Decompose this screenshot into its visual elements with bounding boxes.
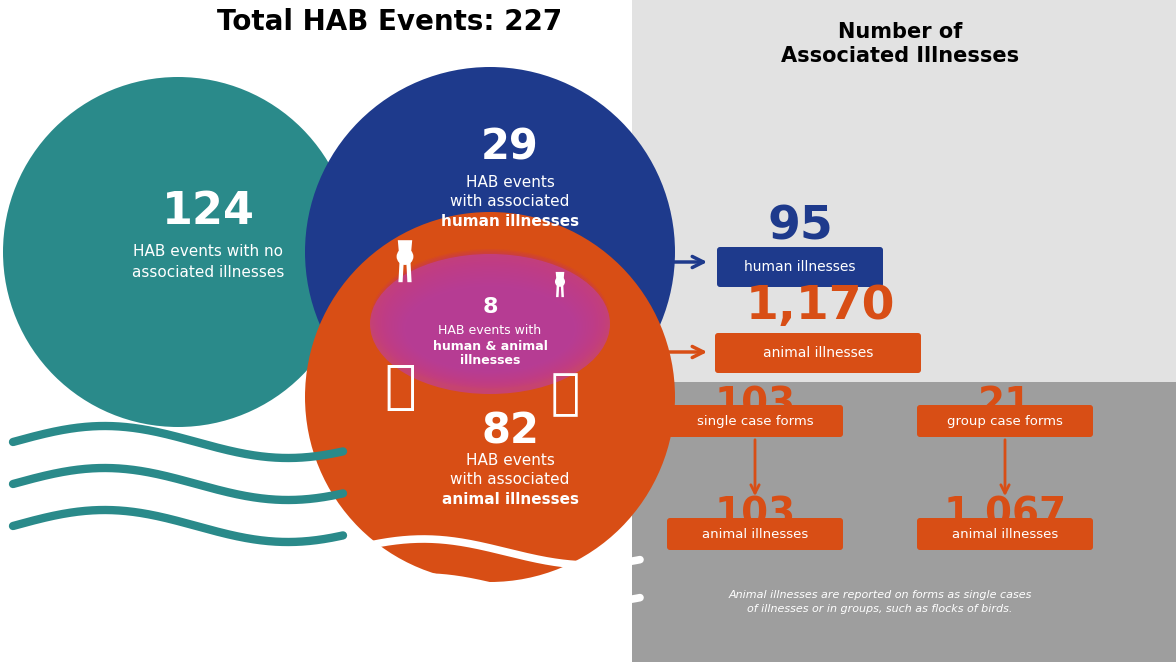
Text: Total HAB Events: 227: Total HAB Events: 227	[218, 8, 562, 36]
Circle shape	[396, 248, 414, 265]
Text: 🐟: 🐟	[550, 370, 580, 418]
Text: animal illnesses: animal illnesses	[951, 528, 1058, 540]
Text: 🐕: 🐕	[385, 361, 416, 413]
FancyBboxPatch shape	[667, 405, 843, 437]
Ellipse shape	[399, 279, 581, 375]
Polygon shape	[561, 284, 564, 297]
Text: animal illnesses: animal illnesses	[702, 528, 808, 540]
Polygon shape	[556, 284, 560, 297]
Ellipse shape	[393, 273, 587, 377]
Text: 95: 95	[767, 205, 833, 250]
Text: illnesses: illnesses	[460, 354, 520, 367]
Text: 103: 103	[714, 495, 796, 533]
Ellipse shape	[402, 283, 577, 373]
Circle shape	[305, 67, 675, 437]
Text: human & animal: human & animal	[433, 340, 548, 352]
Ellipse shape	[386, 265, 594, 381]
Ellipse shape	[381, 260, 600, 383]
Text: 21: 21	[978, 385, 1033, 423]
Polygon shape	[397, 240, 413, 260]
Ellipse shape	[394, 274, 586, 377]
Circle shape	[555, 277, 564, 287]
Ellipse shape	[396, 277, 583, 376]
Text: 103: 103	[714, 385, 796, 423]
Ellipse shape	[403, 285, 576, 372]
Polygon shape	[399, 260, 403, 282]
Ellipse shape	[376, 256, 604, 386]
Text: human illnesses: human illnesses	[744, 260, 856, 274]
Text: Number of
Associated Illnesses: Number of Associated Illnesses	[781, 22, 1020, 66]
Text: HAB events with: HAB events with	[439, 324, 542, 336]
FancyBboxPatch shape	[717, 247, 883, 287]
Circle shape	[305, 212, 675, 582]
Ellipse shape	[373, 252, 608, 388]
Ellipse shape	[390, 271, 589, 379]
Ellipse shape	[380, 259, 601, 384]
Text: 29: 29	[481, 126, 539, 168]
FancyBboxPatch shape	[632, 0, 1176, 662]
Text: 82: 82	[481, 411, 539, 453]
Polygon shape	[406, 260, 412, 282]
Ellipse shape	[375, 254, 606, 387]
Ellipse shape	[405, 286, 575, 371]
Text: single case forms: single case forms	[696, 414, 814, 428]
FancyBboxPatch shape	[917, 405, 1093, 437]
Text: 124: 124	[161, 191, 254, 234]
Polygon shape	[556, 272, 564, 284]
Ellipse shape	[372, 250, 609, 389]
Text: Animal illnesses are reported on forms as single cases
of illnesses or in groups: Animal illnesses are reported on forms a…	[728, 590, 1031, 614]
Text: animal illnesses: animal illnesses	[763, 346, 874, 360]
Ellipse shape	[387, 267, 593, 381]
Ellipse shape	[392, 272, 588, 378]
FancyBboxPatch shape	[715, 333, 921, 373]
Ellipse shape	[377, 257, 603, 385]
Text: animal illnesses: animal illnesses	[441, 491, 579, 506]
Ellipse shape	[382, 261, 599, 383]
Text: 1,067: 1,067	[943, 495, 1067, 533]
Text: HAB events
with associated: HAB events with associated	[450, 175, 569, 209]
FancyBboxPatch shape	[632, 382, 1176, 662]
Text: HAB events
with associated: HAB events with associated	[450, 453, 569, 487]
Ellipse shape	[397, 278, 582, 375]
Ellipse shape	[389, 269, 590, 379]
Ellipse shape	[374, 253, 607, 387]
Text: group case forms: group case forms	[947, 414, 1063, 428]
Ellipse shape	[401, 282, 579, 373]
Circle shape	[4, 77, 353, 427]
Ellipse shape	[370, 249, 610, 389]
Text: 1,170: 1,170	[746, 285, 895, 330]
Ellipse shape	[370, 254, 610, 394]
Ellipse shape	[400, 281, 580, 374]
FancyBboxPatch shape	[667, 518, 843, 550]
Text: 8: 8	[482, 297, 497, 317]
Text: human illnesses: human illnesses	[441, 214, 579, 230]
Ellipse shape	[388, 268, 592, 380]
Ellipse shape	[379, 258, 602, 385]
Ellipse shape	[395, 275, 584, 377]
Ellipse shape	[385, 264, 595, 382]
Text: HAB events with no
associated illnesses: HAB events with no associated illnesses	[132, 244, 285, 280]
Ellipse shape	[383, 263, 596, 383]
FancyBboxPatch shape	[917, 518, 1093, 550]
